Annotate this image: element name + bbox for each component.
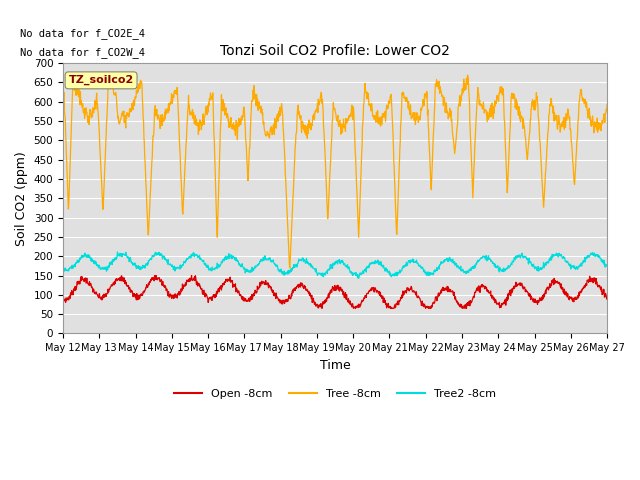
Open -8cm xyxy=(180,282,188,288)
Tree2 -8cm xyxy=(355,276,362,281)
Tree -8cm xyxy=(167,97,175,103)
Tree2 -8cm xyxy=(420,269,428,275)
Open -8cm xyxy=(241,298,249,303)
X-axis label: Time: Time xyxy=(319,359,351,372)
Tree -8cm xyxy=(604,102,611,108)
Open -8cm xyxy=(59,294,67,300)
Tree2 -8cm xyxy=(492,262,499,267)
Open -8cm xyxy=(540,296,547,302)
Text: No data for f_CO2W_4: No data for f_CO2W_4 xyxy=(19,47,145,58)
Open -8cm xyxy=(604,296,611,301)
Open -8cm xyxy=(152,273,160,278)
Tree -8cm xyxy=(286,265,294,271)
Tree -8cm xyxy=(420,103,428,108)
Text: TZ_soilco2: TZ_soilco2 xyxy=(68,75,134,85)
Text: No data for f_CO2E_4: No data for f_CO2E_4 xyxy=(19,28,145,39)
Line: Tree2 -8cm: Tree2 -8cm xyxy=(63,252,607,278)
Open -8cm xyxy=(167,292,175,298)
Open -8cm xyxy=(318,305,326,311)
Tree2 -8cm xyxy=(59,269,67,275)
Tree -8cm xyxy=(59,84,67,90)
Tree2 -8cm xyxy=(180,259,188,265)
Legend: Open -8cm, Tree -8cm, Tree2 -8cm: Open -8cm, Tree -8cm, Tree2 -8cm xyxy=(170,385,500,404)
Y-axis label: Soil CO2 (ppm): Soil CO2 (ppm) xyxy=(15,151,28,246)
Tree2 -8cm xyxy=(167,262,175,268)
Open -8cm xyxy=(420,304,428,310)
Line: Tree -8cm: Tree -8cm xyxy=(63,74,607,268)
Tree2 -8cm xyxy=(241,270,249,276)
Tree2 -8cm xyxy=(540,264,547,269)
Tree -8cm xyxy=(180,177,188,183)
Tree -8cm xyxy=(104,72,112,77)
Tree -8cm xyxy=(540,197,547,203)
Line: Open -8cm: Open -8cm xyxy=(63,276,607,308)
Tree -8cm xyxy=(241,124,249,130)
Tree2 -8cm xyxy=(604,264,611,269)
Title: Tonzi Soil CO2 Profile: Lower CO2: Tonzi Soil CO2 Profile: Lower CO2 xyxy=(220,44,450,58)
Open -8cm xyxy=(492,300,499,306)
Tree -8cm xyxy=(492,103,499,109)
Tree2 -8cm xyxy=(114,249,122,255)
